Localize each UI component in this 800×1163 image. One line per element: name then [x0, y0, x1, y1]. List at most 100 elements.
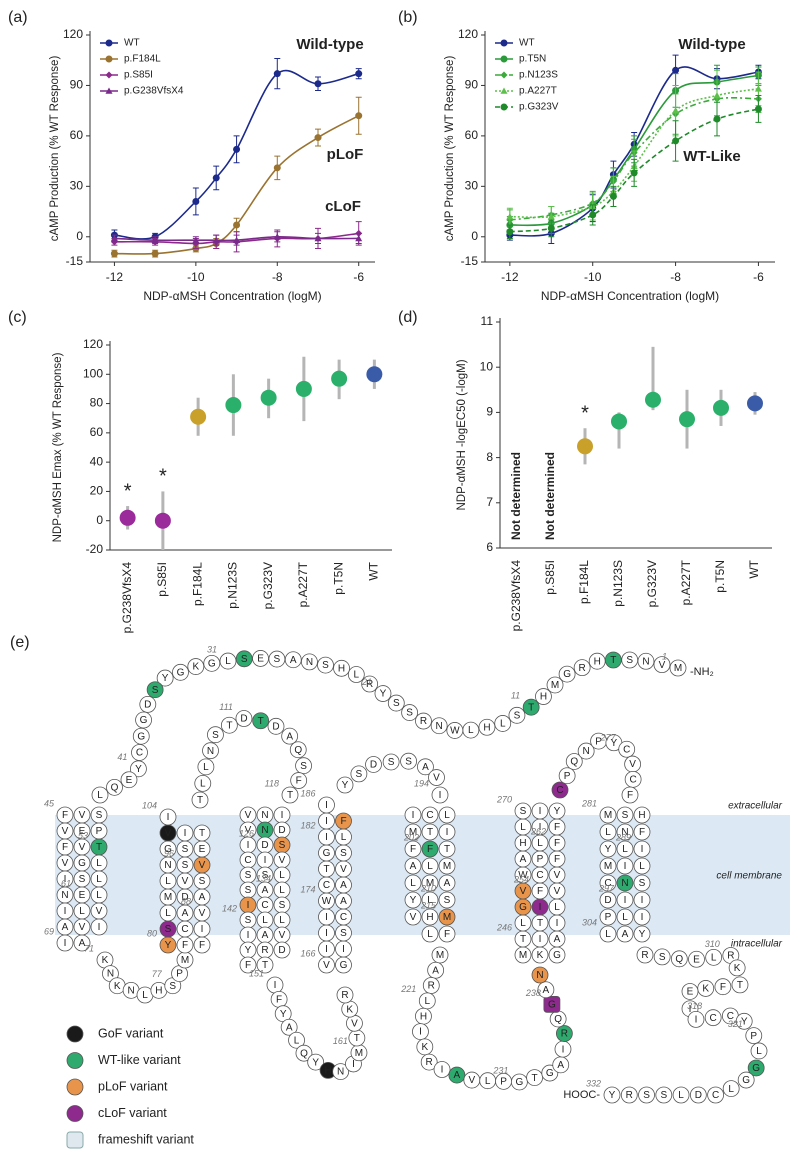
residue — [412, 1023, 429, 1041]
residue-letter: L — [605, 827, 611, 838]
residue-letter: L — [728, 1084, 734, 1095]
residue-letter: I — [98, 922, 101, 933]
residue-letter: Y — [605, 844, 612, 855]
residue-letter: F — [199, 940, 205, 951]
y-tick-label: 8 — [486, 450, 493, 464]
x-tick-label: p.T5N — [713, 560, 727, 593]
x-tick-label: p.T5N — [331, 562, 345, 595]
residue-letter: I — [247, 840, 250, 851]
point — [611, 413, 627, 430]
residue — [633, 840, 651, 858]
residue-letter: V — [199, 908, 206, 919]
residue-letter: P — [605, 912, 612, 923]
residue-letter: K — [346, 1004, 353, 1015]
residue — [404, 874, 422, 892]
point — [577, 438, 593, 455]
residue-letter: D — [240, 714, 247, 725]
residue-letter: I — [539, 902, 542, 913]
residue-letter: L — [96, 890, 102, 901]
marker — [630, 169, 638, 177]
residue-letter: L — [279, 870, 285, 881]
residue-letter: L — [639, 861, 645, 872]
y-tick-label: 100 — [83, 366, 103, 380]
residue — [577, 742, 595, 760]
residue-letter: N — [583, 746, 590, 757]
residue-letter: K — [702, 984, 709, 995]
x-tick-label: p.F184L — [577, 560, 591, 604]
residue-number: 215 — [420, 900, 437, 910]
point — [260, 389, 277, 406]
y-tick-label: 120 — [458, 27, 478, 41]
residue — [633, 857, 651, 875]
residue-letter: S — [279, 900, 286, 911]
residue-letter: V — [323, 960, 330, 971]
y-axis-label: cAMP Production (% WT Response) — [444, 56, 456, 242]
residue-letter: Y — [380, 689, 387, 700]
y-axis-label: NDP-αMSH Emax (% WT Response) — [52, 352, 64, 542]
residue-number: 53 — [78, 830, 88, 840]
residue-letter: A — [262, 930, 269, 941]
residue-letter: S — [245, 870, 252, 881]
residue-letter: K — [102, 955, 109, 966]
residue-letter: I — [641, 895, 644, 906]
x-tick-label: p.G238VfsX4 — [509, 560, 523, 632]
residue-letter: S — [340, 848, 347, 859]
residue-letter: H — [155, 986, 162, 997]
residue-letter: S — [406, 708, 413, 719]
residue — [382, 753, 400, 771]
residue-letter: S — [241, 654, 248, 665]
residue-letter: G — [340, 960, 348, 971]
residue-letter: Q — [111, 783, 119, 794]
y-tick-label: 20 — [90, 484, 104, 498]
residue-letter: T — [323, 864, 329, 875]
residue-number: 194 — [414, 778, 429, 788]
residue-letter: V — [554, 886, 561, 897]
residue-letter: G — [78, 858, 86, 869]
residue-letter: Q — [294, 745, 302, 756]
residue-letter: F — [245, 960, 251, 971]
residue-letter: K — [114, 981, 121, 992]
marker — [500, 103, 508, 111]
residue — [203, 654, 221, 672]
residue-letter: L — [622, 912, 628, 923]
y-tick-label: 10 — [480, 359, 494, 373]
residue-letter: V — [62, 826, 69, 837]
residue-letter: S — [152, 685, 159, 696]
residue — [219, 652, 237, 670]
residue-number: 297 — [598, 883, 615, 893]
residue-letter: R — [561, 1029, 568, 1040]
residue-letter: N — [621, 878, 628, 889]
residue-number: 126 — [239, 828, 254, 838]
residue-letter: L — [711, 953, 717, 964]
residue-letter: A — [454, 1070, 461, 1081]
residue-letter: L — [279, 915, 285, 926]
residue-letter: L — [354, 670, 360, 681]
residue-letter: P — [96, 826, 103, 837]
marker — [233, 145, 241, 153]
residue-letter: V — [279, 855, 286, 866]
residue-letter: D — [261, 840, 268, 851]
residue-letter: G — [140, 715, 148, 726]
residue-letter: M — [409, 827, 417, 838]
residue — [332, 1063, 350, 1081]
residue-letter: T — [444, 844, 450, 855]
residue-letter: Y — [609, 1090, 616, 1101]
residue-number: 118 — [265, 778, 279, 788]
residue-letter: I — [325, 944, 328, 955]
residue-letter: T — [532, 1073, 538, 1084]
residue — [361, 675, 379, 693]
y-tick-label: -15 — [461, 254, 479, 268]
residue-letter: T — [258, 716, 264, 727]
legend-label: cLoF variant — [98, 1106, 167, 1120]
residue-number: 31 — [207, 644, 217, 654]
residue-letter: I — [325, 928, 328, 939]
point — [119, 509, 136, 526]
residue — [616, 840, 634, 858]
residue-letter: N — [642, 656, 649, 667]
residue-letter: S — [300, 761, 307, 772]
residue — [636, 946, 654, 964]
residue-letter: V — [520, 886, 527, 897]
residue — [599, 823, 617, 841]
residue-letter: V — [245, 810, 252, 821]
residue-letter: S — [356, 769, 363, 780]
